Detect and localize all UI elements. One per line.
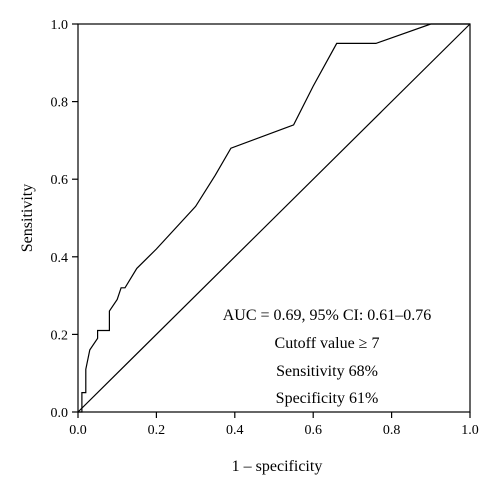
y-tick-label: 0.0 — [51, 406, 69, 421]
annotation-cutoff: Cutoff value ≥ 7 — [275, 335, 380, 352]
roc-curve-line — [78, 23, 470, 413]
x-tick-label: 1.0 — [461, 423, 479, 438]
y-tick-label: 0.4 — [51, 251, 69, 266]
annotation-specificity: Specificity 61% — [276, 390, 379, 407]
reference-diagonal-line — [77, 23, 471, 413]
annotation-auc: AUC = 0.69, 95% CI: 0.61–0.76 — [223, 307, 432, 324]
y-tick-label: 0.8 — [51, 96, 69, 111]
y-tick-label: 1.0 — [51, 18, 69, 33]
x-tick-label: 0.6 — [304, 423, 322, 438]
plot-frame — [77, 23, 471, 413]
y-axis-label: Sensitivity — [19, 184, 36, 252]
x-tick-label: 0.0 — [69, 423, 87, 438]
annotation-sensitivity: Sensitivity 68% — [276, 363, 378, 380]
y-tick-label: 0.6 — [51, 173, 69, 188]
x-tick-label: 0.8 — [383, 423, 401, 438]
y-tick-label: 0.2 — [51, 328, 69, 343]
x-tick-label: 0.2 — [148, 423, 166, 438]
x-tick-label: 0.4 — [226, 423, 244, 438]
x-axis-label: 1 – specificity — [232, 458, 323, 475]
